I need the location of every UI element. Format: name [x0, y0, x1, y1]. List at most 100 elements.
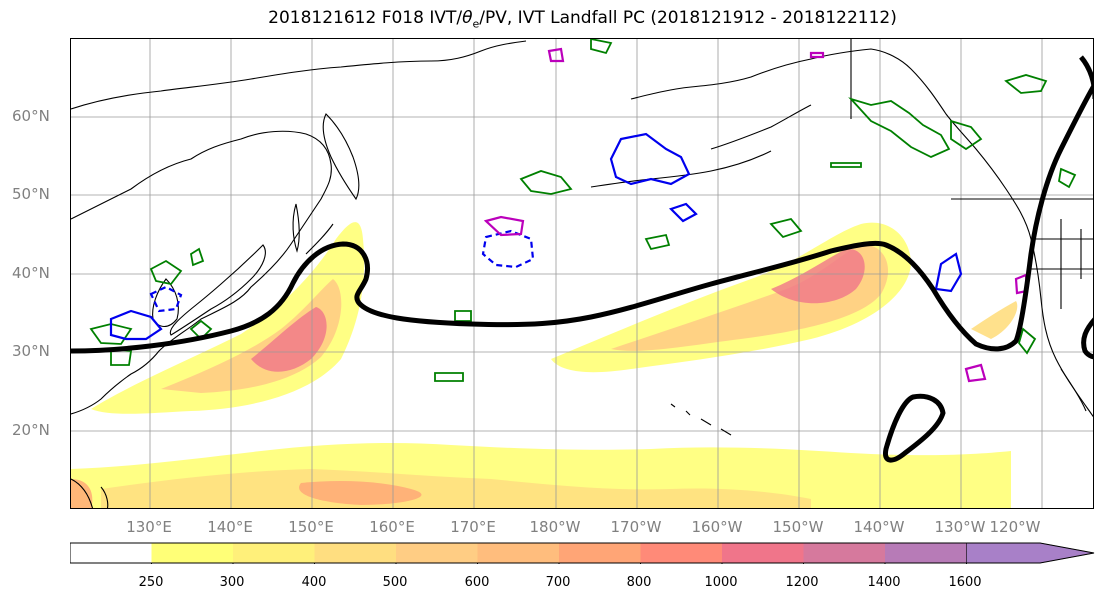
lon-label-140w: 140°W: [853, 518, 905, 536]
theta-e-contour: [454, 310, 472, 322]
colorbar: [69, 542, 1096, 564]
lon-label-170w: 170°W: [610, 518, 662, 536]
lon-label-180w: 180°W: [529, 518, 581, 536]
asia-coast: [71, 130, 332, 415]
lon-label-150w: 150°W: [772, 518, 824, 536]
cbar-tick-700: 700: [545, 575, 571, 590]
theta-e-contour: [519, 170, 573, 195]
lon-label-130w: 130°W: [934, 518, 986, 536]
landfall-pc-east-coast: [1081, 317, 1093, 360]
ivt-band-south-core2: [71, 479, 93, 508]
map-panel: [70, 38, 1094, 509]
theta-e-contour: [1018, 327, 1037, 355]
theta-e-contours: [89, 39, 1077, 382]
korea: [152, 278, 179, 328]
ivt-shading: [71, 222, 1018, 508]
cbar-tick-250: 250: [138, 575, 164, 590]
colorbar-cell: [803, 543, 886, 563]
hawaii: [670, 403, 732, 436]
theta-e-contour: [1004, 74, 1048, 94]
theta-e-contour: [769, 217, 803, 239]
ivt-plume-east-mid: [611, 244, 889, 351]
cbar-tick-1400: 1400: [867, 575, 901, 590]
theta-e-contour: [189, 319, 213, 341]
colorbar-cell: [233, 543, 315, 563]
cbar-tick-300: 300: [219, 575, 245, 590]
colorbar-cell: [151, 543, 234, 563]
pv-positive-contour: [609, 132, 691, 186]
map-title: 2018121612 F018 IVT/θe/PV, IVT Landfall …: [0, 8, 1105, 30]
title-theta-sub: e: [472, 17, 480, 31]
colorbar-extend-arrow: [966, 542, 1095, 564]
cbar-tick-1600: 1600: [948, 575, 982, 590]
cbar-tick-1200: 1200: [785, 575, 819, 590]
lat-label-30n: 30°N: [12, 342, 50, 360]
ivt-band-south-core: [299, 481, 422, 505]
colorbar-cell: [640, 543, 723, 563]
theta-e-contour: [830, 162, 862, 168]
colorbar-cell: [396, 543, 478, 563]
theta-e-contour: [590, 39, 613, 55]
theta-e-contour: [848, 97, 951, 158]
theta-e-contour: [149, 259, 183, 285]
colorbar-cell: [477, 543, 560, 563]
title-suffix: /PV, IVT Landfall PC (2018121912 - 20181…: [479, 8, 897, 28]
colorbar-cell: [314, 543, 397, 563]
cbar-tick-1000: 1000: [704, 575, 738, 590]
theta-e-contour: [644, 233, 671, 251]
philippines: [71, 478, 109, 508]
cbar-tick-500: 500: [382, 575, 408, 590]
ivt-plume-west-core: [251, 307, 327, 372]
colorbar-cell: [559, 543, 641, 563]
alaska-peninsula: [710, 104, 812, 150]
graticule: [71, 39, 1093, 508]
ivt-coast-streak: [971, 301, 1018, 339]
cbar-tick-800: 800: [626, 575, 652, 590]
coastlines: [71, 39, 1093, 508]
ivt-landfall-pc: [71, 55, 1093, 463]
lon-label-160e: 160°E: [369, 518, 415, 536]
pv-positive-contour: [149, 285, 183, 313]
pv-positive-contour: [481, 229, 535, 269]
lat-label-50n: 50°N: [12, 185, 50, 203]
pv-negative-contour: [547, 47, 565, 63]
pv-contours: [109, 47, 1029, 383]
lon-label-140e: 140°E: [207, 518, 253, 536]
lon-label-120w: 120°W: [989, 518, 1041, 536]
theta-e-contour: [1058, 167, 1077, 189]
lon-label-130e: 130°E: [126, 518, 172, 536]
cbar-tick-600: 600: [464, 575, 490, 590]
title-theta: θ: [462, 8, 473, 28]
ivt-plume-east-core: [771, 248, 865, 304]
map-canvas: [71, 39, 1093, 508]
lat-label-40n: 40°N: [12, 264, 50, 282]
pv-positive-contour: [109, 309, 163, 341]
kamchatka: [322, 113, 360, 201]
colorbar-svg: [69, 542, 1095, 564]
japan: [169, 244, 266, 336]
colorbar-cell: [70, 543, 152, 563]
landfall-pc-main-contour: [71, 82, 1093, 354]
baja: [1060, 368, 1087, 412]
colorbar-cell: [722, 543, 804, 563]
lon-label-170e: 170°E: [450, 518, 496, 536]
lon-label-150e: 150°E: [288, 518, 334, 536]
theta-e-contour: [89, 323, 133, 345]
lat-label-20n: 20°N: [12, 421, 50, 439]
lon-label-160w: 160°W: [691, 518, 743, 536]
title-prefix: 2018121612 F018 IVT/: [268, 8, 463, 28]
pv-positive-contour: [934, 252, 963, 293]
asia-coast-north: [71, 40, 527, 110]
kuril-chain: [305, 223, 334, 255]
theta-e-contour: [434, 372, 464, 382]
theta-e-contour: [950, 119, 983, 151]
sakhalin: [292, 203, 300, 253]
aleutians: [590, 150, 772, 188]
colorbar-cells: [69, 542, 1095, 564]
alaska-coast: [630, 48, 1093, 418]
us-states: [1031, 219, 1093, 309]
canada-border: [850, 39, 1093, 240]
pv-negative-contour: [483, 215, 525, 237]
colorbar-outline: [69, 542, 1095, 564]
pv-negative-contour: [964, 363, 987, 383]
